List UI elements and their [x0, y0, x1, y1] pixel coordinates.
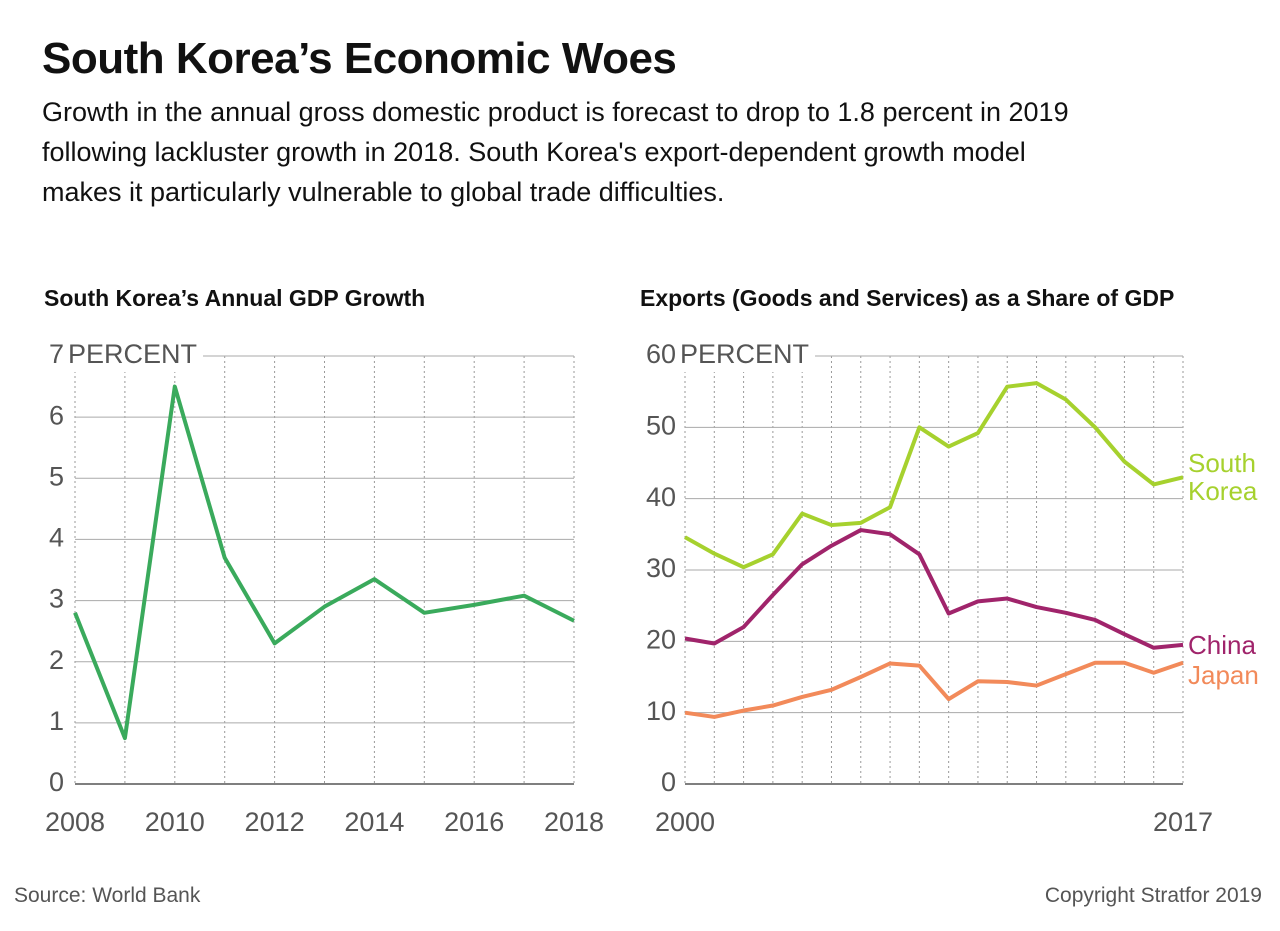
- series-label: Japan: [1188, 659, 1259, 690]
- unit-label-bg: [678, 340, 816, 372]
- x-tick-label: 2012: [245, 807, 305, 837]
- y-tick-label: 50: [646, 410, 676, 440]
- y-tick-label: 60: [646, 339, 676, 369]
- x-tick-label: 2008: [45, 807, 105, 837]
- y-tick-label: 5: [49, 461, 64, 491]
- data-line: [684, 660, 1184, 719]
- x-tick-label: 2018: [544, 807, 604, 837]
- y-tick-label: 1: [49, 706, 64, 736]
- page-title: South Korea’s Economic Woes: [42, 34, 677, 83]
- x-tick-label: 2017: [1153, 807, 1213, 837]
- y-tick-label: 0: [661, 767, 676, 797]
- y-tick-label: 6: [49, 400, 64, 430]
- y-tick-label: 40: [646, 482, 676, 512]
- data-line: [684, 381, 1184, 570]
- series-label: China: [1188, 629, 1256, 660]
- y-tick-label: 2: [49, 645, 64, 675]
- y-tick-label: 0: [49, 767, 64, 797]
- chart-title: South Korea’s Annual GDP Growth: [44, 285, 425, 311]
- y-unit-label: PERCENT: [680, 339, 809, 369]
- y-tick-label: 30: [646, 553, 676, 583]
- source: Source: World Bank: [14, 884, 201, 907]
- copyright: Copyright Stratfor 2019: [1044, 884, 1262, 907]
- y-tick-label: 10: [646, 696, 676, 726]
- y-tick-label: 20: [646, 624, 676, 654]
- y-unit-label: PERCENT: [68, 339, 197, 369]
- x-tick-label: 2010: [145, 807, 205, 837]
- data-line: [684, 528, 1184, 650]
- x-tick-label: 2016: [444, 807, 504, 837]
- y-tick-label: 3: [49, 584, 64, 614]
- y-tick-label: 7: [49, 339, 64, 369]
- page-subtitle: Growth in the annual gross domestic prod…: [42, 97, 1069, 207]
- unit-label-bg: [66, 340, 204, 372]
- x-tick-label: 2014: [344, 807, 404, 837]
- x-tick-label: 2000: [655, 807, 715, 837]
- chart-title: Exports (Goods and Services) as a Share …: [640, 285, 1174, 311]
- series-label: South Korea: [1188, 448, 1258, 507]
- y-tick-label: 4: [49, 523, 64, 553]
- data-line: [73, 384, 575, 741]
